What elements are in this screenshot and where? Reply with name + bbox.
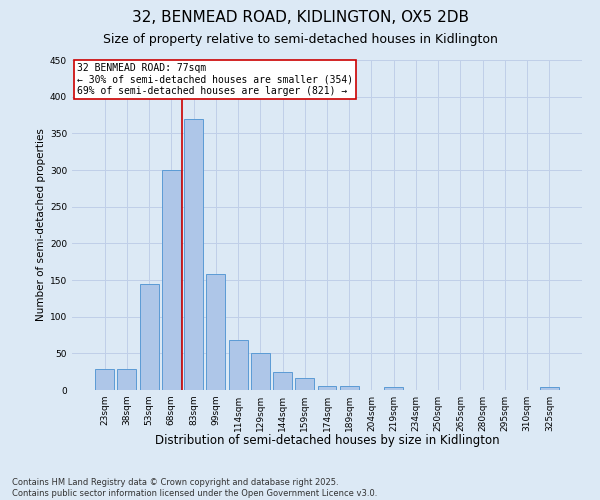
Bar [273, 372, 292, 390]
Bar [162, 170, 181, 390]
Bar [340, 386, 359, 390]
Y-axis label: Number of semi-detached properties: Number of semi-detached properties [36, 128, 46, 322]
X-axis label: Distribution of semi-detached houses by size in Kidlington: Distribution of semi-detached houses by … [155, 434, 499, 447]
Bar [317, 386, 337, 390]
Text: Contains HM Land Registry data © Crown copyright and database right 2025.
Contai: Contains HM Land Registry data © Crown c… [12, 478, 377, 498]
Bar [229, 340, 248, 390]
Bar [295, 378, 314, 390]
Bar [95, 370, 114, 390]
Bar [384, 387, 403, 390]
Bar [540, 387, 559, 390]
Text: 32 BENMEAD ROAD: 77sqm
← 30% of semi-detached houses are smaller (354)
69% of se: 32 BENMEAD ROAD: 77sqm ← 30% of semi-det… [77, 64, 353, 96]
Bar [140, 284, 158, 390]
Bar [251, 354, 270, 390]
Bar [206, 274, 225, 390]
Text: Size of property relative to semi-detached houses in Kidlington: Size of property relative to semi-detach… [103, 32, 497, 46]
Bar [118, 368, 136, 390]
Bar [184, 118, 203, 390]
Text: 32, BENMEAD ROAD, KIDLINGTON, OX5 2DB: 32, BENMEAD ROAD, KIDLINGTON, OX5 2DB [131, 10, 469, 25]
